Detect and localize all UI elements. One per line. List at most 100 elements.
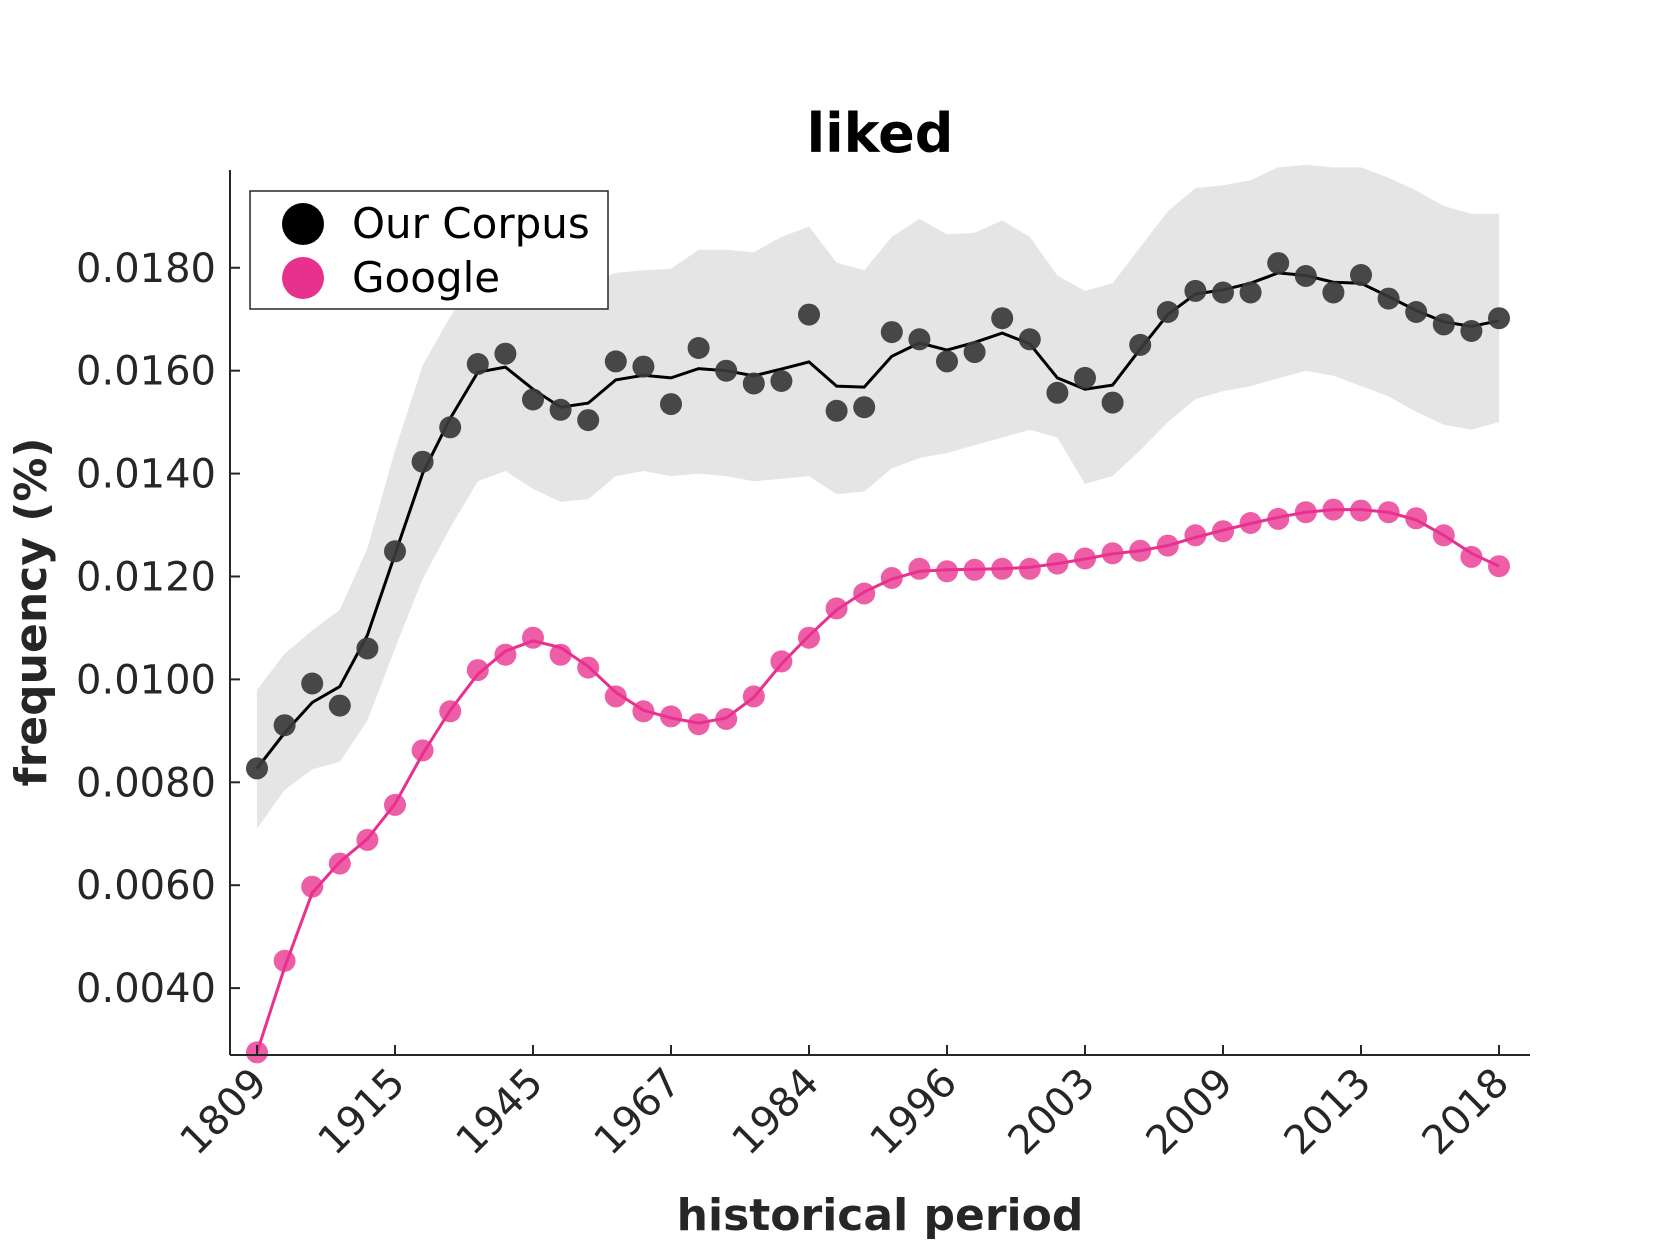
our-corpus-point (1184, 279, 1207, 302)
our-corpus-point (439, 416, 462, 439)
our-corpus-point (1432, 313, 1455, 336)
x-tick-label: 1967 (586, 1060, 691, 1165)
google-point (1129, 539, 1152, 562)
y-tick-label: 0.0120 (76, 554, 216, 600)
x-tick-label: 2009 (1138, 1060, 1243, 1165)
y-tick-label: 0.0060 (76, 863, 216, 909)
google-point (632, 700, 655, 723)
chart-title: liked (807, 102, 954, 165)
our-corpus-point (936, 350, 958, 373)
our-corpus-point (963, 341, 986, 364)
our-corpus-trend-line (255, 271, 1500, 770)
y-tick-label: 0.0040 (76, 966, 216, 1012)
google-point (1405, 507, 1428, 530)
our-corpus-point (1046, 381, 1069, 404)
x-axis-label: historical period (677, 1190, 1084, 1241)
our-corpus-point (660, 393, 682, 416)
google-point (466, 659, 489, 682)
y-tick-label: 0.0160 (76, 349, 216, 395)
google-point (853, 582, 876, 605)
our-corpus-point (1074, 366, 1096, 389)
our-corpus-point (853, 396, 876, 419)
google-point (549, 643, 572, 666)
our-corpus-point (246, 757, 268, 780)
y-tick-label: 0.0180 (76, 246, 216, 292)
our-corpus-point (1460, 320, 1483, 342)
our-corpus-point (549, 398, 572, 421)
legend-label-google: Google (352, 253, 500, 302)
x-tick-label: 1809 (172, 1060, 277, 1165)
our-corpus-point (1129, 333, 1152, 356)
x-tick-label: 1945 (448, 1060, 553, 1165)
google-point (1267, 507, 1290, 530)
google-point (522, 626, 544, 649)
google-point (798, 626, 820, 649)
our-corpus-confidence-band (257, 164, 1499, 829)
google-point (1212, 520, 1234, 543)
google-point (963, 558, 986, 581)
google-point (1101, 542, 1124, 565)
our-corpus-point (466, 353, 489, 375)
our-corpus-point (1267, 252, 1290, 275)
our-corpus-point (577, 409, 600, 432)
google-point (577, 656, 600, 679)
legend: Our Corpus Google (249, 190, 609, 310)
our-corpus-point (384, 540, 406, 563)
x-tick-label: 1996 (862, 1060, 967, 1165)
google-point (1074, 547, 1096, 570)
our-corpus-point (1294, 265, 1317, 287)
y-axis-label: frequency (%) (6, 437, 57, 786)
google-point (1046, 552, 1069, 575)
google-point (991, 557, 1014, 580)
google-point (604, 685, 627, 708)
our-corpus-point (1488, 307, 1510, 330)
our-corpus-point (1377, 287, 1400, 310)
google-point (494, 643, 517, 666)
our-corpus-point (825, 399, 848, 422)
our-corpus-point (522, 388, 544, 411)
google-point (301, 875, 324, 898)
x-tick-label: 1984 (724, 1060, 829, 1165)
google-point (1488, 555, 1510, 578)
google-point (742, 685, 765, 708)
google-point (715, 708, 738, 730)
our-corpus-point (687, 337, 710, 359)
our-corpus-point (328, 694, 351, 717)
our-corpus-point (494, 342, 517, 365)
plot-area (246, 164, 1510, 1064)
google-point (1018, 557, 1041, 580)
legend-marker-our-corpus (282, 203, 324, 245)
y-tick-label: 0.0080 (76, 760, 216, 806)
google-point (356, 828, 379, 851)
x-axis-ticks: 1809 1915 1945 1967 1984 1996 2003 2009 2013 2018 (172, 1045, 1519, 1165)
our-corpus-point (1405, 301, 1428, 323)
y-tick-label: 0.0140 (76, 452, 216, 498)
our-corpus-point (632, 355, 655, 378)
our-corpus-point (1101, 391, 1124, 414)
our-corpus-point (798, 303, 820, 326)
our-corpus-point (1239, 281, 1262, 304)
y-tick-label: 0.0100 (76, 657, 216, 703)
google-point (1294, 501, 1317, 524)
google-point (1432, 524, 1455, 547)
x-tick-label: 1915 (310, 1060, 415, 1165)
our-corpus-point (1018, 328, 1041, 351)
google-point (1377, 501, 1400, 524)
google-point (660, 705, 682, 728)
google-point (1184, 524, 1207, 547)
our-corpus-point (880, 321, 903, 344)
google-point (880, 567, 903, 589)
y-axis-ticks: 0.0040 0.0060 0.0080 0.0100 0.0120 0.0140 0.01… (76, 246, 240, 1012)
x-tick-label: 2018 (1414, 1060, 1519, 1165)
our-corpus-point (411, 450, 434, 473)
our-corpus-point (273, 714, 296, 737)
our-corpus-point (604, 350, 627, 373)
our-corpus-point (908, 328, 931, 351)
google-point (1350, 499, 1372, 522)
our-corpus-point (715, 359, 738, 382)
google-point (411, 739, 434, 762)
our-corpus-point (770, 370, 793, 392)
x-tick-label: 2003 (1000, 1060, 1105, 1165)
google-point (1460, 545, 1483, 568)
